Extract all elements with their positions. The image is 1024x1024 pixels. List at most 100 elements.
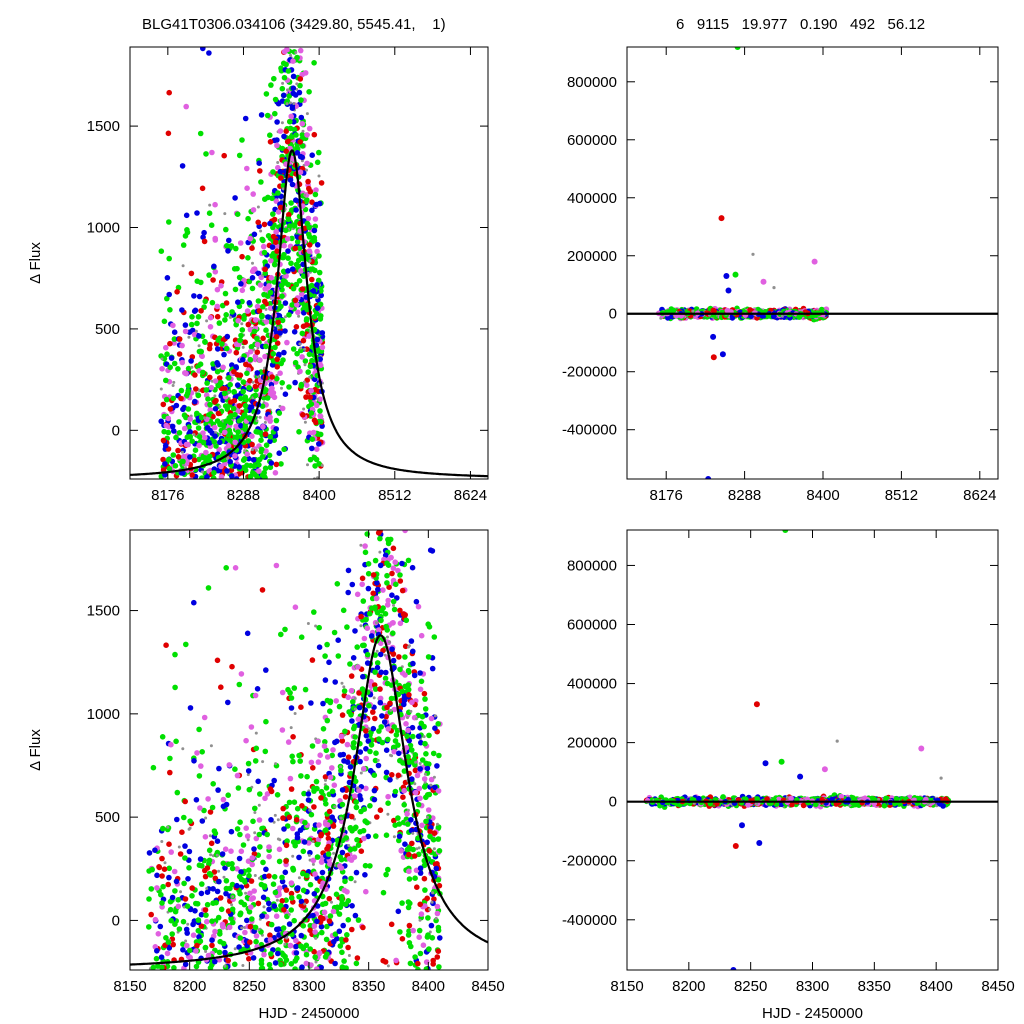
data-point	[237, 240, 244, 246]
data-point	[223, 300, 230, 306]
data-point	[316, 476, 319, 479]
data-point	[297, 47, 304, 54]
data-point	[254, 303, 261, 310]
data-point	[182, 843, 188, 849]
data-point	[281, 242, 288, 249]
data-point	[259, 229, 263, 233]
data-point	[385, 793, 391, 800]
data-point	[349, 926, 355, 933]
data-point	[340, 681, 344, 685]
data-point	[248, 896, 255, 902]
data-point	[273, 417, 280, 424]
data-point	[247, 377, 253, 384]
data-point	[319, 344, 326, 351]
data-point	[404, 846, 411, 853]
data-point	[414, 760, 418, 764]
data-point	[435, 836, 442, 842]
data-point	[365, 585, 372, 592]
data-point	[199, 475, 205, 479]
data-point	[207, 314, 214, 321]
y-tick-label: 600000	[567, 132, 617, 149]
outlier-point	[718, 215, 725, 222]
data-point	[280, 121, 284, 125]
data-point	[427, 828, 433, 835]
data-point	[275, 209, 282, 215]
data-point	[426, 848, 433, 854]
data-point	[421, 784, 428, 790]
data-point	[250, 448, 254, 452]
data-point	[199, 185, 206, 192]
data-point	[405, 821, 411, 827]
data-point	[292, 245, 299, 252]
data-point	[222, 846, 229, 852]
data-point	[303, 363, 307, 367]
data-point	[222, 865, 228, 871]
data-point	[311, 609, 317, 615]
data-point	[240, 379, 247, 385]
data-point	[212, 958, 218, 965]
data-point	[146, 924, 152, 930]
data-point	[262, 286, 269, 292]
data-point	[395, 772, 402, 779]
data-point	[353, 960, 360, 967]
data-point	[432, 861, 439, 867]
data-point	[427, 833, 433, 840]
data-point	[252, 348, 256, 352]
data-point	[187, 429, 193, 435]
data-point	[409, 747, 415, 753]
data-point	[236, 274, 243, 281]
data-point	[317, 174, 321, 178]
data-point	[386, 964, 390, 968]
data-point	[288, 907, 295, 913]
data-point	[314, 624, 318, 628]
data-point	[174, 816, 180, 823]
data-point	[267, 786, 274, 792]
data-point	[293, 817, 300, 823]
data-point	[175, 447, 181, 454]
outlier-point	[760, 278, 767, 285]
data-point	[201, 807, 207, 814]
data-point	[283, 957, 290, 963]
data-point	[428, 908, 432, 911]
data-point	[203, 151, 209, 157]
data-point	[290, 285, 297, 292]
data-point	[196, 434, 203, 440]
data-point	[307, 394, 314, 401]
data-point	[362, 862, 369, 869]
data-point	[238, 848, 245, 855]
data-point	[270, 390, 277, 396]
data-point	[376, 758, 380, 762]
data-point	[427, 547, 434, 553]
data-point	[271, 777, 278, 784]
data-point	[223, 312, 229, 318]
data-point	[171, 428, 177, 434]
data-point	[193, 386, 199, 392]
data-point	[164, 295, 170, 302]
x-tick-label: 8288	[227, 487, 260, 504]
data-point	[286, 384, 292, 390]
data-point	[174, 789, 181, 796]
data-point	[148, 886, 155, 892]
data-point	[225, 248, 231, 254]
data-point	[290, 734, 296, 740]
data-point	[206, 870, 213, 877]
data-point	[257, 168, 263, 174]
data-point	[294, 239, 301, 245]
data-point	[287, 775, 294, 782]
data-point	[184, 939, 188, 943]
data-point	[260, 243, 267, 250]
data-point	[203, 912, 209, 918]
data-point	[339, 801, 346, 808]
data-point	[409, 724, 416, 731]
data-point	[430, 836, 437, 843]
data-point	[302, 819, 308, 826]
data-point	[246, 385, 252, 391]
data-point	[344, 932, 350, 938]
data-point	[207, 401, 213, 408]
data-point	[262, 266, 268, 273]
data-point	[208, 203, 212, 207]
data-point	[391, 665, 397, 671]
data-point	[406, 808, 410, 812]
data-point	[208, 222, 215, 228]
data-point	[240, 842, 247, 848]
